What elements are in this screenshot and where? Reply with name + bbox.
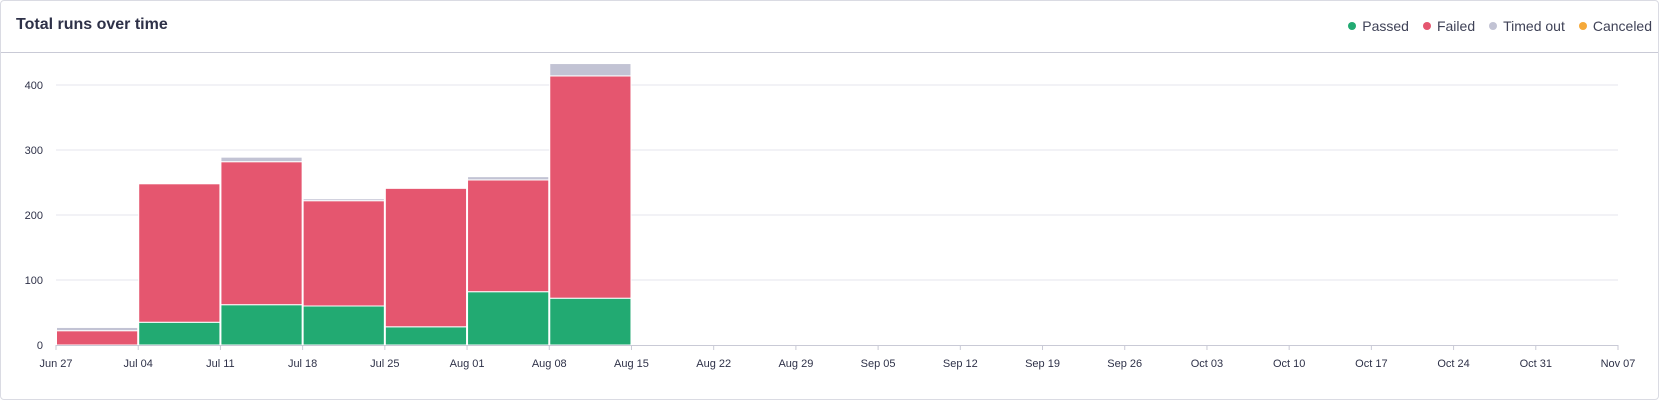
- y-tick-label: 0: [37, 340, 43, 352]
- bar-segment-failed: [549, 75, 632, 299]
- x-tick-label: Aug 22: [696, 358, 731, 370]
- bar-segment-failed: [220, 161, 303, 306]
- bar-segment-timed-out: [549, 63, 632, 77]
- x-tick-label: Aug 15: [614, 358, 649, 370]
- y-tick-label: 200: [25, 210, 43, 222]
- bar-segment-passed: [138, 321, 221, 346]
- legend-dot-canceled-icon: [1578, 22, 1587, 30]
- chart-title: Total runs over time: [16, 16, 168, 33]
- bar-segment-failed: [302, 200, 385, 307]
- legend-dot-failed-icon: [1422, 22, 1431, 30]
- legend-item-passed[interactable]: Passed: [1348, 18, 1409, 34]
- bar-segment-passed: [467, 291, 550, 346]
- x-tick-label: Oct 03: [1191, 358, 1223, 370]
- x-tick-label: Sep 19: [1025, 358, 1060, 370]
- legend-label-failed: Failed: [1436, 18, 1476, 34]
- x-tick-label: Oct 17: [1355, 358, 1387, 370]
- bar-segment-timed-out: [56, 326, 139, 332]
- x-tick-label: Oct 31: [1520, 358, 1552, 370]
- bar-segment-passed: [302, 305, 385, 346]
- x-tick-label: Jul 18: [288, 358, 317, 370]
- x-tick-label: Jul 04: [124, 358, 153, 370]
- bar-segment-passed: [384, 326, 468, 346]
- legend-item-canceled[interactable]: Canceled: [1578, 18, 1652, 34]
- legend-dot-passed-icon: [1348, 22, 1357, 30]
- x-tick-label: Sep 26: [1107, 358, 1142, 370]
- x-tick-label: Oct 10: [1273, 358, 1305, 370]
- bar-segment-passed: [220, 304, 303, 346]
- x-tick-label: Jul 25: [370, 358, 399, 370]
- bar-segment-failed: [467, 179, 550, 293]
- legend-item-timed-out[interactable]: Timed out: [1489, 18, 1565, 34]
- legend-label-passed: Passed: [1362, 18, 1409, 34]
- chart-legend: Passed Failed Timed out Canceled: [1348, 18, 1652, 34]
- bar-segment-failed: [138, 183, 221, 323]
- x-tick-label: Jul 11: [206, 358, 235, 370]
- bar-segment-timed-out: [220, 156, 303, 163]
- bar-segment-passed: [549, 297, 632, 346]
- x-tick-label: Nov 07: [1601, 358, 1636, 370]
- legend-item-failed[interactable]: Failed: [1422, 18, 1476, 34]
- bar-segment-failed: [56, 330, 139, 346]
- y-tick-label: 100: [25, 275, 43, 287]
- bar-segment-timed-out: [467, 176, 550, 181]
- bar-segment-timed-out: [302, 198, 385, 202]
- x-tick-label: Aug 08: [532, 358, 567, 370]
- runs-bar-chart: 0 100 200 300 400 Jun 27 Jul 04 Jul 11 Jul 18 Jul…: [25, 63, 1636, 370]
- legend-label-canceled: Canceled: [1592, 18, 1652, 34]
- y-tick-label: 300: [25, 145, 43, 157]
- chart-header: Total runs over time Passed Failed Timed…: [1, 1, 1658, 53]
- x-tick-label: Sep 05: [861, 358, 896, 370]
- bar-segment-failed: [384, 187, 468, 328]
- legend-label-timed-out: Timed out: [1503, 18, 1565, 34]
- x-tick-label: Oct 24: [1437, 358, 1469, 370]
- y-tick-label: 400: [25, 80, 43, 92]
- x-tick-label: Aug 29: [778, 358, 813, 370]
- x-tick-label: Sep 12: [943, 358, 978, 370]
- x-tick-label: Aug 01: [450, 358, 485, 370]
- x-tick-label: Jun 27: [39, 358, 72, 370]
- legend-dot-timed-out-icon: [1489, 22, 1498, 30]
